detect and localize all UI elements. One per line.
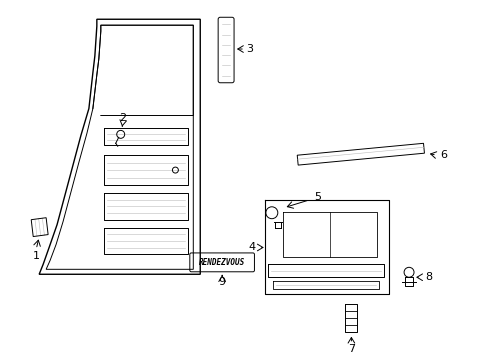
Text: 4: 4 [248,243,255,252]
Text: 3: 3 [246,44,253,54]
Text: 7: 7 [347,344,354,354]
Text: 1: 1 [33,251,40,261]
Text: RENDEZVOUS: RENDEZVOUS [199,258,245,267]
Text: 2: 2 [119,113,126,123]
Text: 8: 8 [425,272,431,282]
Text: 9: 9 [218,277,225,287]
Text: 5: 5 [313,192,321,202]
Text: 6: 6 [440,150,447,160]
